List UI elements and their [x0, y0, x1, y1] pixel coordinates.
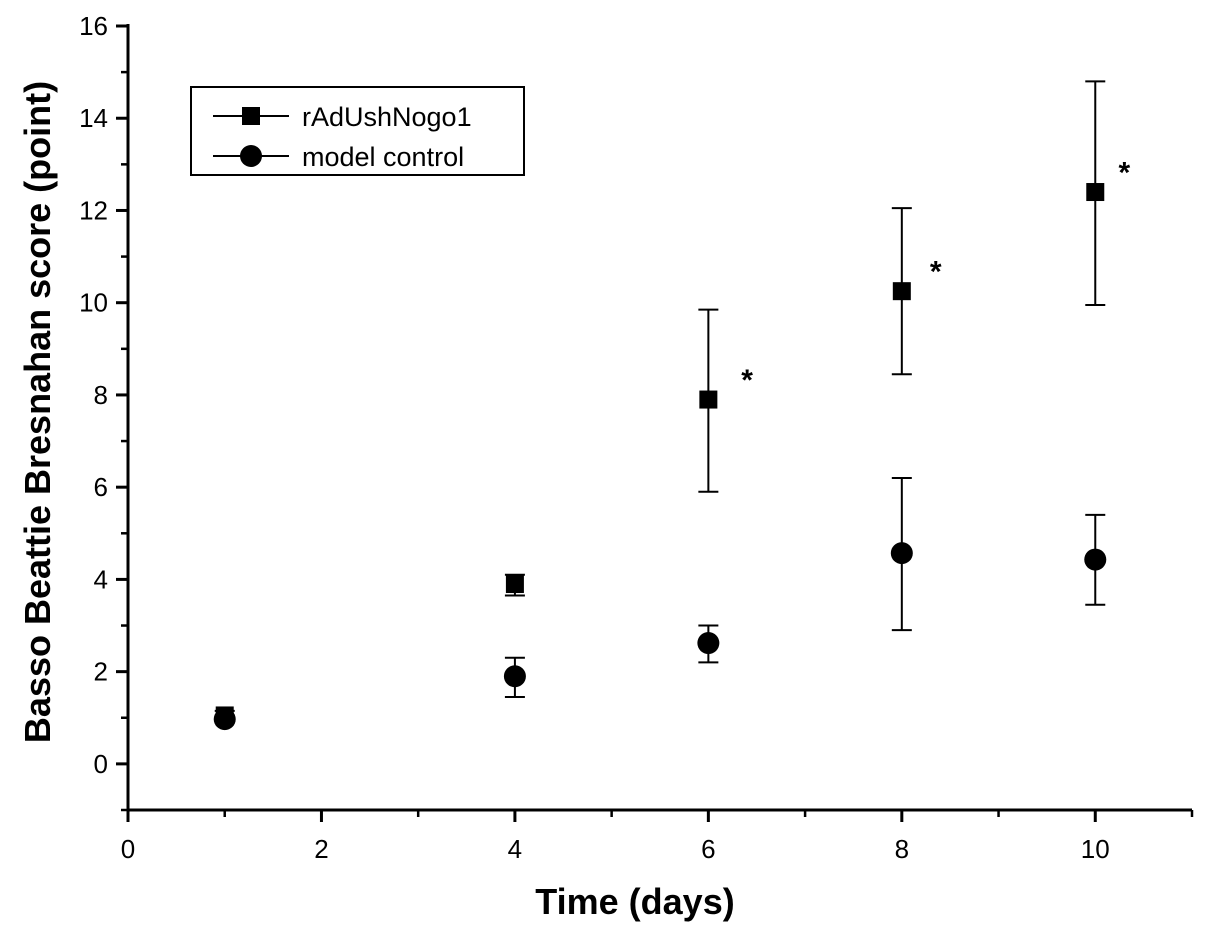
significance-marker: *: [930, 255, 942, 288]
y-tick-label: 6: [94, 472, 108, 502]
legend-label: rAdUshNogo1: [302, 102, 472, 132]
data-point-circle: [697, 632, 720, 655]
legend: rAdUshNogo1 model control: [190, 86, 525, 176]
y-tick-label: 12: [79, 195, 108, 225]
legend-entry: rAdUshNogo1: [213, 102, 472, 132]
data-point-circle: [213, 708, 236, 731]
x-tick-label: 2: [314, 834, 328, 864]
significance-marker: *: [741, 364, 753, 397]
axes: [126, 24, 1192, 812]
x-tick-label: 8: [895, 834, 909, 864]
series-square: [214, 80, 1106, 725]
annotations: * * *: [741, 156, 1130, 397]
data-point-square: [699, 390, 718, 409]
y-axis-title: Basso Beattie Bresnahan score (point): [17, 81, 58, 743]
series-layer: [213, 80, 1107, 731]
x-tick-label: 0: [121, 834, 135, 864]
ticks: 0 2 4 6 8 10 0 2 4 6 8 10 12 14 16: [79, 11, 1194, 864]
significance-marker: *: [1118, 156, 1130, 189]
x-tick-label: 10: [1081, 834, 1110, 864]
legend-label: model control: [302, 142, 464, 172]
y-tick-label: 10: [79, 288, 108, 318]
data-point-square: [892, 282, 911, 301]
data-point-square: [505, 575, 524, 594]
y-tick-label: 4: [94, 564, 108, 594]
y-tick-label: 0: [94, 749, 108, 779]
series-circle: [213, 476, 1107, 731]
x-axis-title: Time (days): [535, 881, 734, 922]
data-point-circle: [1084, 548, 1107, 571]
legend-entry: model control: [213, 142, 464, 172]
legend-marker-circle: [240, 145, 262, 167]
y-tick-label: 14: [79, 103, 108, 133]
data-point-square: [1086, 183, 1105, 202]
x-tick-label: 4: [508, 834, 522, 864]
legend-marker-square: [242, 107, 260, 125]
x-tick-label: 6: [701, 834, 715, 864]
y-tick-label: 8: [94, 380, 108, 410]
y-tick-label: 2: [94, 657, 108, 687]
y-tick-label: 16: [79, 11, 108, 41]
data-point-circle: [503, 665, 526, 688]
data-point-circle: [890, 542, 913, 565]
